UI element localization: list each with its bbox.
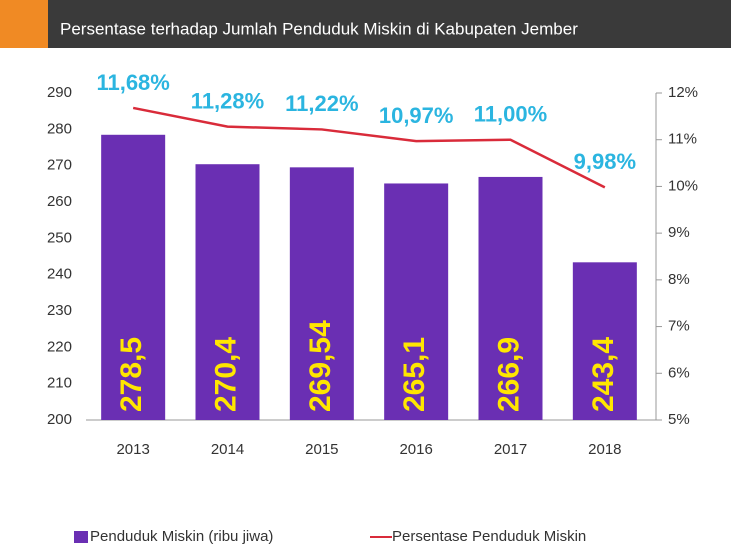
line-value-label: 11,22% bbox=[285, 91, 358, 116]
line-value-label: 11,00% bbox=[474, 102, 547, 127]
y-tick-label: 200 bbox=[47, 411, 72, 428]
y-tick-label: 230 bbox=[47, 302, 72, 319]
bar bbox=[478, 176, 543, 420]
bar bbox=[101, 134, 166, 421]
bar bbox=[195, 164, 260, 420]
y-tick-label: 290 bbox=[47, 84, 72, 101]
bar-value-label: 278,5 bbox=[115, 337, 148, 412]
x-tick-label: 2016 bbox=[399, 441, 432, 458]
bar-value-label: 269,54 bbox=[304, 320, 337, 412]
x-tick-label: 2013 bbox=[116, 441, 149, 458]
x-tick-label: 2017 bbox=[494, 441, 527, 458]
title-bar bbox=[0, 0, 731, 48]
line-value-label: 11,68% bbox=[96, 70, 169, 95]
line bbox=[132, 106, 606, 189]
y-tick-label: 260 bbox=[47, 193, 72, 210]
line-value-label: 11,28% bbox=[191, 88, 264, 113]
legend-label: Penduduk Miskin (ribu jiwa) bbox=[90, 528, 273, 545]
y-tick-label: 280 bbox=[47, 120, 72, 137]
y2-tick-label: 11% bbox=[668, 131, 697, 148]
bar-value-label: 266,9 bbox=[492, 337, 525, 412]
y2-tick-label: 7% bbox=[668, 318, 690, 335]
y-tick-label: 240 bbox=[47, 266, 72, 283]
x-tick-label: 2015 bbox=[305, 441, 338, 458]
y2-tick-label: 6% bbox=[668, 364, 690, 381]
y2-tick-label: 12% bbox=[668, 84, 698, 101]
x-tick-label: 2014 bbox=[211, 441, 244, 458]
legend-label: Persentase Penduduk Miskin bbox=[392, 528, 586, 545]
bar bbox=[572, 262, 637, 420]
y-tick-label: 220 bbox=[47, 338, 72, 355]
bar bbox=[384, 183, 449, 420]
legend-swatch bbox=[74, 531, 88, 543]
bar bbox=[289, 167, 354, 420]
x-tick-label: 2018 bbox=[588, 441, 621, 458]
line-value-label: 10,97% bbox=[379, 103, 454, 128]
y-tick-label: 250 bbox=[47, 229, 72, 246]
y2-tick-label: 5% bbox=[668, 411, 690, 428]
title-accent bbox=[0, 0, 48, 48]
line-value-label: 9,98% bbox=[574, 149, 636, 174]
bar-value-label: 270,4 bbox=[209, 337, 242, 412]
y2-tick-label: 9% bbox=[668, 224, 690, 241]
bar-value-label: 243,4 bbox=[587, 337, 620, 412]
bar-value-label: 265,1 bbox=[398, 337, 431, 412]
chart-title: Persentase terhadap Jumlah Penduduk Misk… bbox=[60, 19, 578, 38]
y-tick-label: 270 bbox=[47, 157, 72, 174]
y2-tick-label: 10% bbox=[668, 177, 698, 194]
y-tick-label: 210 bbox=[47, 375, 72, 392]
y2-tick-label: 8% bbox=[668, 271, 690, 288]
